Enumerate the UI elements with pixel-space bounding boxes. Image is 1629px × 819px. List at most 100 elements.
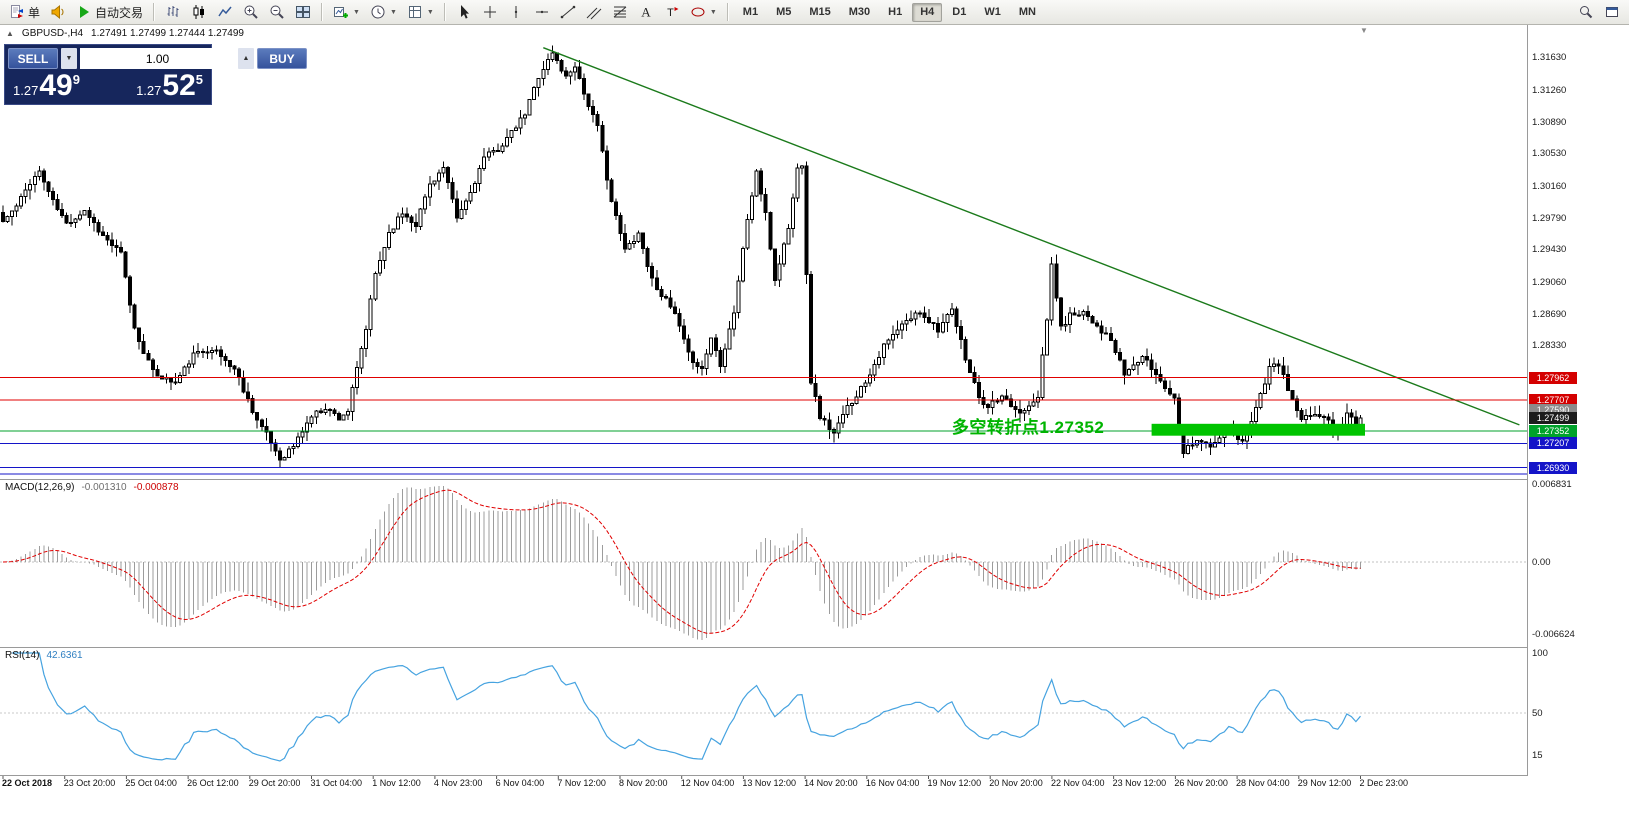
time-axis[interactable]: 22 Oct 2018 23 Oct 20:00 25 Oct 04:00 26 Oc… bbox=[0, 777, 1527, 795]
dropdown-caret-icon: ▼ bbox=[389, 8, 397, 16]
panel-separator[interactable] bbox=[0, 479, 1629, 480]
timeframe-w1-button[interactable]: W1 bbox=[984, 6, 1001, 18]
macd-panel-label: MACD(12,26,9) -0.001310 -0.000878 bbox=[5, 482, 179, 493]
rsi-panel-label: RSI(14) 42.6361 bbox=[5, 650, 83, 661]
price-axis-label: 1.31630 bbox=[1532, 52, 1567, 64]
time-axis-label: 29 Nov 12:00 bbox=[1297, 778, 1352, 788]
time-axis-label: 22 Nov 04:00 bbox=[1050, 778, 1105, 788]
window-list-button[interactable] bbox=[1600, 2, 1624, 23]
price-chart[interactable] bbox=[0, 25, 1629, 479]
new-chart-icon bbox=[334, 7, 349, 18]
text-label-button[interactable]: T bbox=[660, 2, 684, 23]
zoom-in-icon bbox=[244, 5, 258, 19]
time-axis-label: 23 Oct 20:00 bbox=[63, 778, 116, 788]
candles bbox=[1, 45, 1363, 467]
channel-icon bbox=[586, 7, 602, 20]
tile-windows-button[interactable] bbox=[291, 2, 315, 23]
descending-trendline[interactable] bbox=[543, 47, 1520, 426]
time-axis-label: 25 Oct 04:00 bbox=[125, 778, 177, 788]
timeframe-h1-button[interactable]: H1 bbox=[888, 6, 903, 18]
buy-button[interactable]: BUY bbox=[257, 48, 307, 69]
sell-button[interactable]: SELL bbox=[8, 48, 58, 69]
time-axis-label: 20 Nov 20:00 bbox=[989, 778, 1043, 788]
new-order-button-label: 单 bbox=[28, 5, 41, 20]
rsi-indicator-chart[interactable] bbox=[0, 647, 1629, 775]
macd-axis-label: 0.00 bbox=[1532, 557, 1551, 568]
vline-icon bbox=[514, 6, 518, 18]
price-tag: 1.27707 bbox=[1529, 393, 1577, 406]
dropdown-caret-icon: ▼ bbox=[709, 8, 717, 16]
macd-axis-label: 0.006831 bbox=[1532, 479, 1572, 490]
text-button[interactable]: A bbox=[634, 2, 658, 23]
price-tag: 1.27499 bbox=[1529, 411, 1577, 424]
volume-input[interactable] bbox=[80, 48, 235, 69]
time-axis-label: 26 Oct 12:00 bbox=[187, 778, 239, 788]
horn-icon bbox=[51, 4, 64, 20]
time-axis-label: 12 Nov 04:00 bbox=[680, 778, 735, 788]
timeframe-m15-button[interactable]: M15 bbox=[809, 6, 831, 18]
alerts-button[interactable] bbox=[46, 2, 70, 23]
price-tag: 1.27962 bbox=[1529, 371, 1577, 384]
panel-separator[interactable] bbox=[0, 647, 1629, 648]
timeframe-m30-button[interactable]: M30 bbox=[848, 6, 871, 18]
highlight-zone[interactable] bbox=[1151, 423, 1365, 436]
line-chart-button[interactable] bbox=[213, 2, 237, 23]
turning-point-annotation[interactable]: 多空转折点1.27352 bbox=[951, 417, 1105, 437]
symbol-label: GBPUSD-,H4 bbox=[21, 28, 84, 39]
template-icon bbox=[408, 6, 421, 18]
price-tag: 1.26930 bbox=[1529, 461, 1577, 474]
svg-text:A: A bbox=[641, 5, 651, 20]
fibonacci-button[interactable] bbox=[608, 2, 632, 23]
templates-button[interactable]: ▼ bbox=[403, 2, 438, 23]
volume-decrease-button[interactable]: ▼ bbox=[61, 48, 77, 69]
profiles-button[interactable]: ▼ bbox=[366, 2, 401, 23]
price-tag: 1.27207 bbox=[1529, 437, 1577, 450]
price-axis-label: 1.30530 bbox=[1532, 148, 1567, 160]
search-button[interactable] bbox=[1574, 2, 1598, 23]
horizontal-line-button[interactable] bbox=[530, 2, 554, 23]
time-axis-label: 4 Nov 23:00 bbox=[433, 778, 483, 788]
shapes-icon bbox=[691, 7, 705, 17]
time-axis-label: 19 Nov 12:00 bbox=[927, 778, 982, 788]
time-axis-label: 16 Nov 04:00 bbox=[865, 778, 920, 788]
panel-separator bbox=[0, 775, 1629, 776]
play-icon bbox=[80, 6, 90, 18]
timeframe-m1-button[interactable]: M1 bbox=[742, 6, 759, 18]
autotrading-button[interactable]: 自动交易 bbox=[72, 2, 147, 23]
macd-signal-line bbox=[2, 489, 1361, 634]
arrows-button[interactable]: ▼ bbox=[686, 2, 721, 23]
timeframe-d1-button[interactable]: D1 bbox=[952, 6, 967, 18]
equidistant-channel-button[interactable] bbox=[582, 2, 606, 23]
zoom-in-button[interactable] bbox=[239, 2, 263, 23]
price-axis-label: 1.29430 bbox=[1532, 244, 1567, 256]
line-chart-icon bbox=[218, 6, 232, 17]
price-tag: 1.27352 bbox=[1529, 424, 1577, 437]
trendline-icon bbox=[560, 5, 576, 19]
vertical-line-button[interactable] bbox=[504, 2, 528, 23]
dropdown-caret-icon: ▼ bbox=[426, 8, 434, 16]
time-axis-label: 2 Dec 23:00 bbox=[1359, 778, 1408, 788]
bid-price: 1.27 49 9 bbox=[13, 69, 80, 102]
price-axis[interactable]: 1.31630 1.31260 1.30890 1.30530 1.30160 1.297… bbox=[1527, 25, 1629, 776]
collapse-trade-panel-button[interactable]: ▲ bbox=[6, 29, 14, 38]
timeframe-m5-button[interactable]: M5 bbox=[776, 6, 792, 18]
zoom-out-button[interactable] bbox=[265, 2, 289, 23]
time-axis-label: 22 Oct 2018 bbox=[2, 778, 53, 788]
timeframe-h4-button[interactable]: H4 bbox=[912, 2, 943, 22]
volume-increase-button[interactable]: ▲ bbox=[238, 48, 254, 69]
timeframe-mn-button[interactable]: MN bbox=[1018, 6, 1036, 18]
macd-indicator-chart[interactable] bbox=[0, 479, 1629, 647]
toolbar: 单 自动交易 ▼ ▼ ▼ A T ▼ M1 M5 M15 M30 H1 H4 D1 W1 MN bbox=[0, 0, 1629, 25]
new-chart-button[interactable]: ▼ bbox=[329, 2, 364, 23]
chart-shift-marker[interactable]: ▼ bbox=[1360, 26, 1368, 35]
time-axis-label: 7 Nov 12:00 bbox=[557, 778, 606, 788]
new-order-button[interactable]: 单 bbox=[5, 2, 44, 23]
bar-chart-button[interactable] bbox=[161, 2, 185, 23]
cursor-button[interactable] bbox=[452, 2, 476, 23]
time-axis-label: 1 Nov 12:00 bbox=[372, 778, 421, 788]
trendline-button[interactable] bbox=[556, 2, 580, 23]
candlestick-chart-button[interactable] bbox=[187, 2, 211, 23]
time-axis-label: 14 Nov 20:00 bbox=[804, 778, 858, 788]
crosshair-button[interactable] bbox=[478, 2, 502, 23]
